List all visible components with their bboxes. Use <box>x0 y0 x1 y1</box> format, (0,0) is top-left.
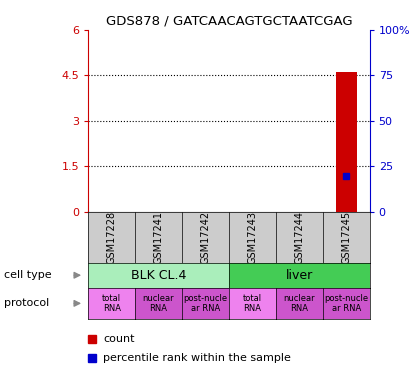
Bar <box>336 72 357 212</box>
Text: GSM17228: GSM17228 <box>107 211 117 264</box>
Text: protocol: protocol <box>4 298 50 308</box>
Text: post-nucle
ar RNA: post-nucle ar RNA <box>324 294 368 313</box>
Text: BLK CL.4: BLK CL.4 <box>131 269 186 282</box>
Text: GSM17245: GSM17245 <box>341 211 351 264</box>
Text: total
RNA: total RNA <box>102 294 121 313</box>
Text: nuclear
RNA: nuclear RNA <box>284 294 315 313</box>
Text: liver: liver <box>286 269 313 282</box>
Text: post-nucle
ar RNA: post-nucle ar RNA <box>184 294 228 313</box>
Text: count: count <box>103 334 134 344</box>
Text: GSM17244: GSM17244 <box>294 211 304 264</box>
Text: total
RNA: total RNA <box>243 294 262 313</box>
Text: percentile rank within the sample: percentile rank within the sample <box>103 353 291 363</box>
Text: nuclear
RNA: nuclear RNA <box>143 294 174 313</box>
Text: GSM17242: GSM17242 <box>200 211 210 264</box>
Text: cell type: cell type <box>4 270 52 280</box>
Title: GDS878 / GATCAACAGTGCTAATCGAG: GDS878 / GATCAACAGTGCTAATCGAG <box>105 15 352 27</box>
Text: GSM17241: GSM17241 <box>154 211 163 264</box>
Text: GSM17243: GSM17243 <box>247 211 257 264</box>
